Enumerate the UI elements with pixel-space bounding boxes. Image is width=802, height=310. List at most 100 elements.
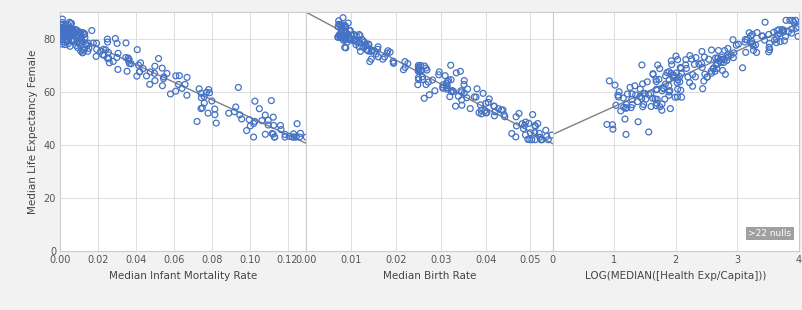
Point [418, 64, 431, 69]
Point [718, 72, 731, 77]
Point [353, 33, 366, 38]
Point [528, 123, 541, 128]
Point [202, 87, 215, 92]
Point [649, 103, 662, 108]
Point [715, 68, 728, 73]
Point [78, 32, 91, 37]
Point [606, 122, 618, 127]
Point [286, 135, 298, 140]
Point [75, 48, 87, 53]
Point [232, 85, 245, 90]
Point [111, 41, 124, 46]
Point [61, 38, 74, 42]
Point [248, 99, 261, 104]
Point [656, 86, 669, 91]
Point [347, 38, 360, 43]
Point [623, 85, 636, 90]
Point [758, 20, 771, 25]
Point [635, 82, 648, 86]
Point [494, 108, 507, 113]
Point [755, 33, 768, 38]
Point [143, 82, 156, 87]
Point [697, 78, 710, 83]
Point [535, 137, 548, 142]
Point [717, 48, 730, 53]
Point [333, 33, 346, 38]
Point [338, 24, 350, 29]
Point [460, 86, 473, 91]
Point [258, 113, 271, 117]
Point [111, 51, 124, 56]
Point [195, 91, 208, 96]
Point [131, 47, 144, 52]
Point [724, 52, 737, 57]
Point [248, 119, 261, 124]
Point [487, 104, 500, 108]
Point [448, 104, 461, 108]
Point [509, 114, 522, 119]
Point [643, 91, 656, 96]
Point [426, 78, 439, 82]
Point [396, 67, 409, 72]
Point [65, 38, 78, 43]
Point [719, 58, 732, 63]
Point [662, 88, 675, 93]
Point [488, 104, 500, 109]
Point [619, 132, 632, 137]
Point [96, 52, 109, 57]
Point [56, 29, 69, 34]
Point [66, 29, 79, 34]
Point [720, 46, 733, 51]
Point [63, 30, 76, 35]
Point [353, 40, 366, 45]
Point [346, 38, 359, 43]
Point [268, 135, 281, 140]
Point [683, 80, 695, 85]
Point [253, 106, 265, 111]
Point [266, 132, 279, 137]
Point [702, 57, 715, 62]
Point [287, 135, 300, 140]
Point [336, 15, 349, 20]
Point [122, 59, 135, 64]
Point [686, 72, 699, 77]
Point [785, 18, 798, 23]
Point [335, 33, 348, 38]
Point [653, 104, 666, 109]
Point [258, 132, 271, 137]
Point [688, 74, 701, 79]
Point [512, 111, 525, 116]
Point [761, 49, 774, 54]
Point [668, 95, 681, 100]
Point [103, 60, 115, 65]
Point [176, 86, 188, 91]
Point [59, 31, 71, 36]
Point [720, 52, 733, 57]
Point [428, 88, 441, 93]
Point [673, 79, 686, 84]
Point [784, 27, 797, 32]
Point [331, 34, 344, 39]
Point [411, 66, 424, 71]
Point [488, 113, 500, 118]
Point [714, 60, 727, 65]
Point [78, 47, 91, 52]
Point [90, 54, 103, 59]
Point [76, 50, 89, 55]
Point [452, 94, 464, 99]
Point [62, 32, 75, 37]
Point [468, 95, 480, 100]
Point [59, 36, 72, 41]
Point [63, 28, 76, 33]
Point [460, 95, 472, 100]
Point [172, 73, 185, 78]
Point [670, 95, 683, 100]
Point [649, 79, 662, 84]
Point [746, 43, 759, 48]
Point [70, 28, 83, 33]
Point [772, 31, 785, 36]
Point [608, 82, 621, 87]
Point [56, 17, 69, 22]
Point [261, 122, 274, 127]
Point [203, 90, 216, 95]
